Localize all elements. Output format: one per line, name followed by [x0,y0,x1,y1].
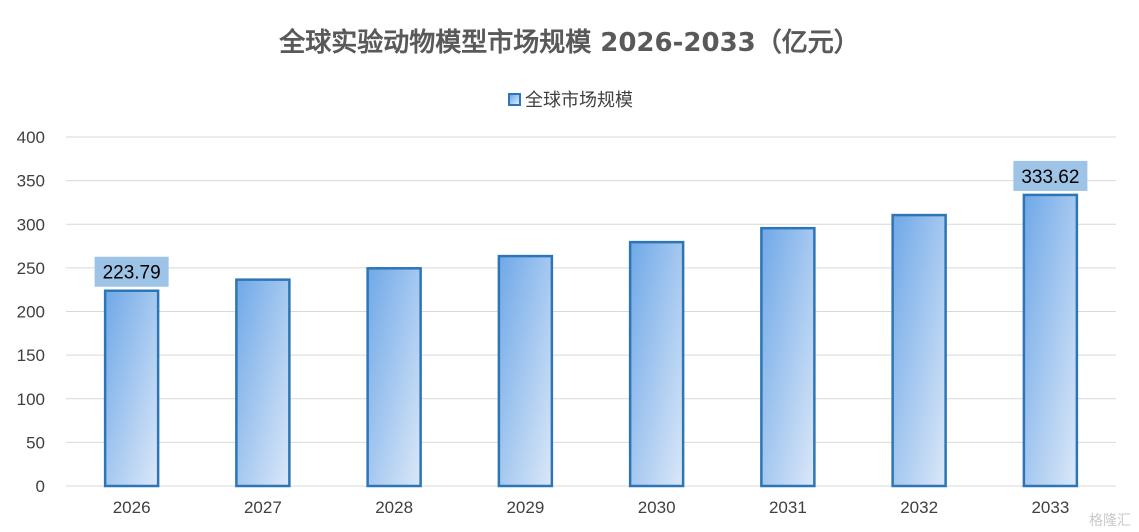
x-tick-label: 2031 [769,498,807,517]
legend: 全球市场规模 [508,88,633,111]
y-tick-label: 200 [17,303,45,322]
x-tick-label: 2030 [638,498,676,517]
bar [628,240,685,488]
bar [103,289,160,488]
x-tick-label: 2029 [506,498,544,517]
bar [1022,193,1079,488]
data-label: 333.62 [1021,167,1079,188]
bar [760,226,816,488]
data-label-box [1013,160,1088,191]
y-tick-label: 0 [36,477,45,496]
y-tick-label: 100 [17,390,45,409]
bar [235,278,291,488]
data-label: 223.79 [103,263,161,284]
bar [366,267,422,488]
bar [891,213,947,488]
y-tick-label: 300 [17,215,45,234]
x-tick-label: 2033 [1031,498,1069,517]
y-tick-label: 400 [17,128,45,147]
x-tick-label: 2028 [375,498,413,517]
x-tick-label: 2026 [113,498,151,517]
y-tick-label: 350 [17,172,45,191]
watermark-logo: 格隆汇 [1089,513,1131,529]
y-tick-label: 150 [17,346,45,365]
y-tick-label: 50 [26,433,45,452]
data-label-box [94,256,169,287]
bar [497,254,554,488]
y-tick-label: 250 [17,259,45,278]
legend-label: 全球市场规模 [525,90,633,111]
x-tick-label: 2032 [900,498,938,517]
legend-swatch [508,92,521,106]
x-tick-label: 2027 [244,498,282,517]
chart-title: 全球实验动物模型市场规模 2026-2033（亿元） [279,28,860,58]
